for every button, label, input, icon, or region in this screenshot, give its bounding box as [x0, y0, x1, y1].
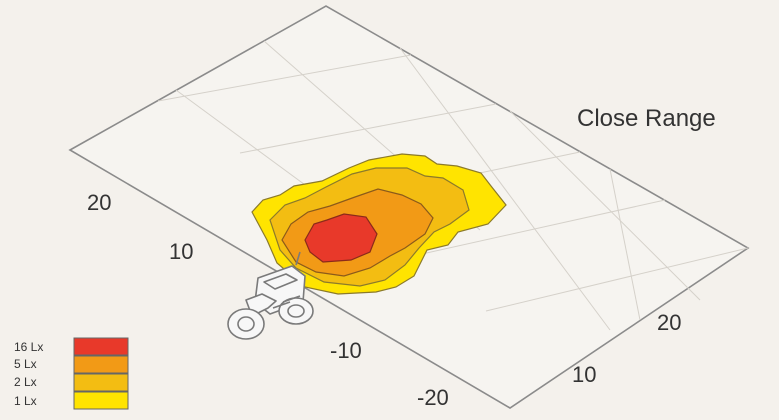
legend-swatch-16 — [73, 337, 129, 356]
legend-swatch-2 — [73, 373, 129, 392]
x-tick-10: 10 — [572, 362, 596, 387]
illumination-zones — [251, 153, 507, 295]
legend-label-1: 1 Lx — [14, 394, 37, 408]
y-tick-20: 20 — [87, 190, 111, 215]
y-tick-minus-10: -10 — [330, 338, 362, 363]
legend-label-2: 2 Lx — [14, 375, 37, 389]
zone-16-lx — [304, 213, 378, 263]
legend-swatch-1 — [73, 391, 129, 410]
x-tick-20: 20 — [657, 310, 681, 335]
legend-label-5: 5 Lx — [14, 357, 37, 371]
y-tick-minus-20: -20 — [417, 385, 449, 410]
legend-swatch-5 — [73, 355, 129, 374]
tractor-icon — [227, 251, 314, 340]
legend-label-16: 16 Lx — [14, 340, 43, 354]
y-tick-10: 10 — [169, 239, 193, 264]
legend: 16 Lx 5 Lx 2 Lx 1 Lx — [14, 337, 129, 410]
diagram-title: Close Range — [577, 105, 716, 132]
